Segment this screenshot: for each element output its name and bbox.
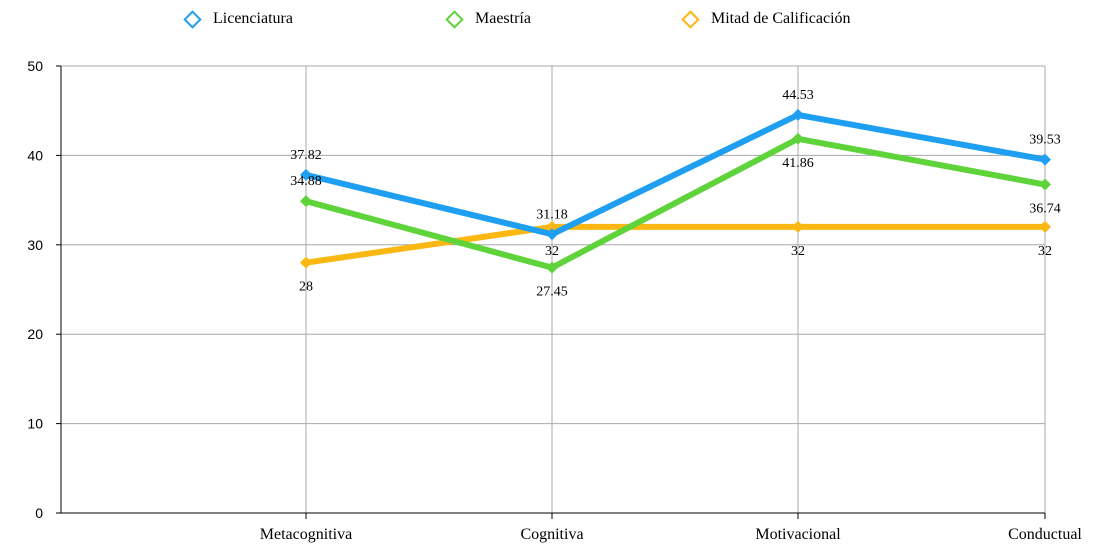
y-tick-label: 0 <box>35 505 43 521</box>
legend: Licenciatura Maestría Mitad de Calificac… <box>0 9 1110 34</box>
y-tick-label: 40 <box>27 147 43 163</box>
data-label: 32 <box>545 244 559 259</box>
data-label: 39.53 <box>1029 133 1061 148</box>
series-line-1 <box>303 135 1048 271</box>
x-tick-label: Metacognitiva <box>260 526 352 543</box>
data-label: 27.45 <box>536 285 568 300</box>
data-label: 31.18 <box>536 207 568 222</box>
legend-label: Maestría <box>475 10 531 27</box>
series-line-2 <box>303 223 1048 266</box>
data-label: 44.53 <box>782 88 814 103</box>
legend-item-mitad: Mitad de Calificación <box>681 9 851 29</box>
x-tick-label: Motivacional <box>755 526 841 543</box>
x-tick-label: Conductual <box>1008 526 1082 543</box>
legend-label: Licenciatura <box>213 10 293 27</box>
data-label: 34.88 <box>290 174 322 189</box>
legend-item-maestria: Maestría <box>445 9 531 29</box>
y-tick-label: 30 <box>27 237 43 253</box>
data-point <box>300 195 312 208</box>
data-point <box>300 168 312 181</box>
data-point <box>792 108 804 121</box>
data-label: 41.86 <box>782 156 814 171</box>
data-point <box>1039 178 1051 191</box>
data-point <box>792 132 804 145</box>
data-point <box>1039 153 1051 166</box>
data-label: 37.82 <box>290 148 322 163</box>
data-label: 32 <box>791 244 805 259</box>
y-tick-label: 50 <box>27 58 43 74</box>
data-point <box>1039 220 1051 233</box>
series-line-0 <box>303 111 1048 238</box>
legend-label: Mitad de Calificación <box>711 10 851 27</box>
data-label: 36.74 <box>1029 202 1061 217</box>
x-tick-label: Cognitiva <box>520 526 583 543</box>
data-point <box>546 261 558 274</box>
data-point <box>546 220 558 233</box>
data-label: 32 <box>1038 244 1052 259</box>
data-label: 28 <box>299 280 313 295</box>
y-tick-label: 20 <box>27 326 43 342</box>
data-point <box>546 228 558 241</box>
data-point <box>792 220 804 233</box>
y-tick-label: 10 <box>27 416 43 432</box>
data-point <box>300 256 312 269</box>
legend-item-licenciatura: Licenciatura <box>183 9 293 29</box>
